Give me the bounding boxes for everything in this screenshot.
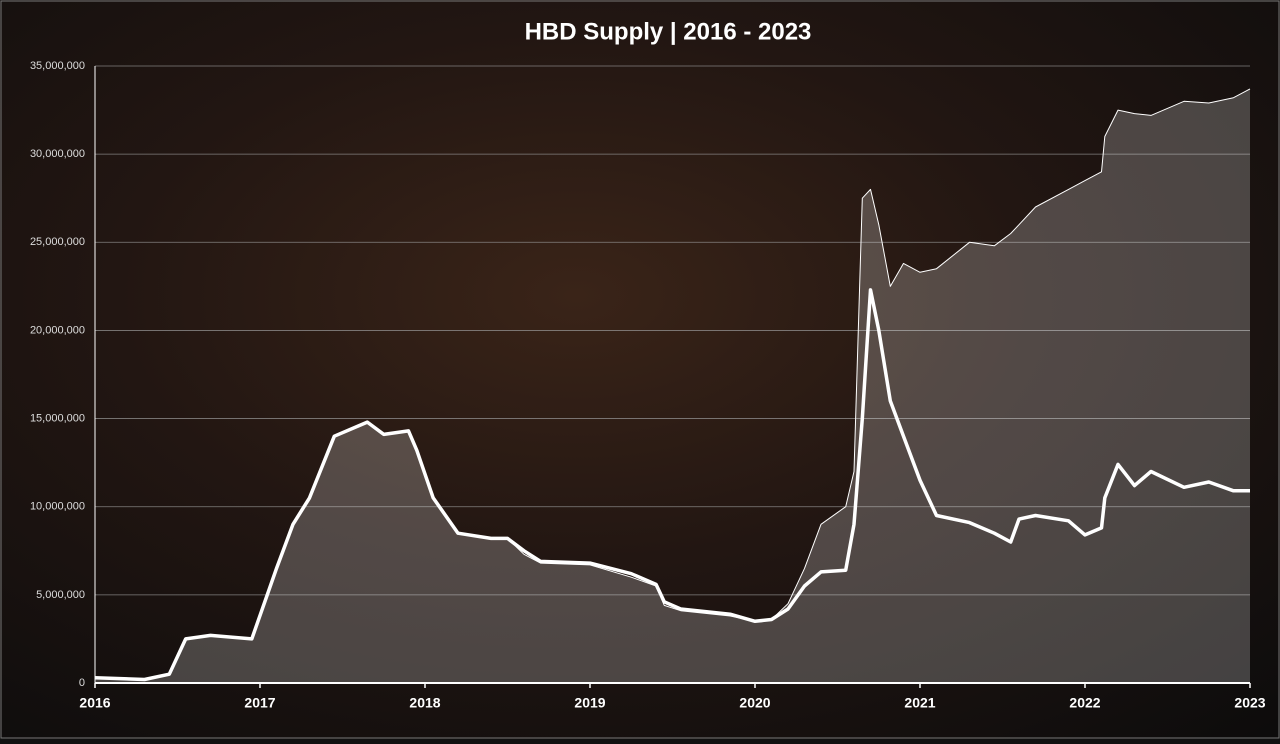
chart-title: HBD Supply | 2016 - 2023 bbox=[525, 18, 812, 45]
line bbox=[94, 288, 1250, 682]
y-tick-label: 5,000,000 bbox=[36, 589, 85, 601]
y-tick-label: 10,000,000 bbox=[30, 501, 85, 513]
x-tick-label: 2019 bbox=[574, 695, 605, 711]
y-tick-label: 25,000,000 bbox=[30, 236, 85, 248]
x-tick-label: 2022 bbox=[1069, 695, 1100, 711]
y-tick-label: 15,000,000 bbox=[30, 412, 85, 424]
x-tick-label: 2020 bbox=[739, 695, 770, 711]
y-tick-label: 35,000,000 bbox=[30, 60, 85, 72]
area bbox=[95, 88, 1250, 683]
y-tick-label: 20,000,000 bbox=[30, 324, 85, 336]
x-tick-label: 2023 bbox=[1234, 695, 1265, 711]
x-tick-label: 2017 bbox=[244, 695, 275, 711]
x-tick-label: 2018 bbox=[409, 695, 440, 711]
y-tick-label: 0 bbox=[79, 677, 85, 689]
y-tick-label: 30,000,000 bbox=[30, 148, 85, 160]
x-tick-label: 2021 bbox=[904, 695, 935, 711]
x-tick-label: 2016 bbox=[79, 695, 110, 711]
